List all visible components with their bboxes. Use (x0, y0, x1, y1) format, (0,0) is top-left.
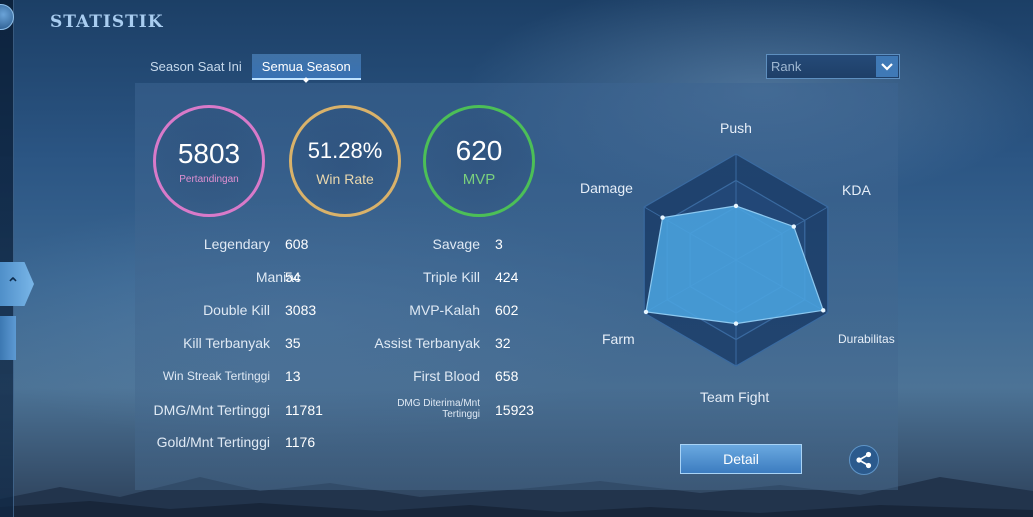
stat-label-win-streak: Win Streak Tertinggi (162, 369, 270, 383)
stat-value-win-streak: 13 (285, 368, 301, 384)
radar-point-durabilitas (821, 308, 826, 313)
stat-value-first-blood: 658 (495, 368, 519, 384)
radar-point-kda (791, 224, 796, 229)
matches-label: Pertandingan (179, 173, 239, 185)
radar-point-team-fight (733, 321, 739, 326)
radar-label-damage: Damage (580, 180, 633, 196)
stat-value-dmg-per-min: 11781 (285, 402, 323, 418)
stat-value-legendary: 608 (285, 236, 309, 252)
stat-label-mvp-kalah: MVP-Kalah (409, 302, 480, 318)
tab-current-season[interactable]: Season Saat Ini (150, 59, 242, 74)
stat-label-double-kill: Double Kill (203, 302, 270, 318)
stat-value-mvp-kalah: 602 (495, 302, 519, 318)
stat-value-assist-terbanyak: 32 (495, 335, 511, 351)
stat-value-double-kill: 3083 (285, 302, 317, 318)
chevron-down-icon[interactable] (876, 56, 898, 77)
share-button[interactable] (849, 445, 879, 475)
mvp-label: MVP (462, 170, 496, 188)
mvp-value: 620 (455, 134, 503, 166)
stat-value-gold-per-min: 1176 (285, 434, 316, 450)
radar-label-kda: KDA (842, 182, 871, 198)
stat-value-kill-terbanyak: 35 (285, 335, 301, 351)
mode-dropdown-value: Rank (771, 59, 802, 74)
stat-label-triple-kill: Triple Kill (422, 269, 480, 285)
stat-label-kill-terbanyak: Kill Terbanyak (183, 335, 270, 351)
rail-tab-secondary[interactable] (0, 316, 16, 360)
matches-ring: 5803 Pertandingan (153, 105, 265, 217)
radar-point-farm (643, 309, 649, 315)
win-rate-value: 51.28% (307, 138, 383, 163)
stat-value-maniac: 54 (285, 269, 301, 285)
radar-label-team-fight: Team Fight (700, 389, 770, 405)
stat-value-savage: 3 (495, 236, 503, 252)
stat-value-dmg-taken-per-min: 15923 (495, 402, 534, 418)
stat-label-gold-per-min: Gold/Mnt Tertinggi (156, 434, 270, 450)
season-tabs: Season Saat Ini Semua Season (140, 54, 361, 80)
side-rail (0, 0, 14, 517)
radar-label-push: Push (720, 120, 752, 136)
radar-label-farm: Farm (602, 331, 635, 347)
mvp-ring: 620 MVP (423, 105, 535, 217)
mode-dropdown[interactable]: Rank (766, 54, 900, 79)
stat-label-legendary: Legendary (203, 236, 270, 252)
radar-point-push (733, 203, 739, 209)
radar-point-damage (660, 215, 665, 220)
stat-label-maniac: Maniac (255, 269, 301, 285)
radar-label-durabilitas: Durabilitas (838, 332, 895, 346)
page-title: STATISTIK (50, 12, 164, 32)
stat-label-assist-terbanyak: Assist Terbanyak (374, 335, 480, 351)
stat-label-savage: Savage (432, 236, 480, 252)
stat-label-first-blood: First Blood (413, 368, 480, 384)
radar-points (643, 203, 826, 326)
rail-collapse-tab[interactable]: ⌃ (0, 262, 34, 306)
hero-radar-chart (643, 153, 829, 367)
chevron-up-icon: ⌃ (6, 276, 20, 293)
win-rate-label: Win Rate (316, 171, 374, 187)
share-icon (856, 451, 872, 469)
stat-value-triple-kill: 424 (495, 269, 519, 285)
stat-label-dmg-taken-per-min: DMG Diterima/Mnt Tertinggi (397, 398, 480, 420)
matches-value: 5803 (177, 137, 241, 169)
win-rate-ring: 51.28% Win Rate (289, 105, 401, 217)
detail-button[interactable]: Detail (680, 444, 802, 474)
stat-label-dmg-per-min: DMG/Mnt Tertinggi (153, 402, 270, 418)
tab-all-seasons[interactable]: Semua Season (251, 54, 361, 80)
